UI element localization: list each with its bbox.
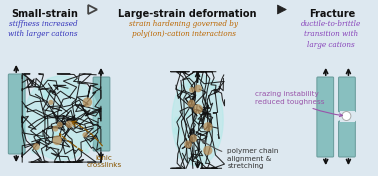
FancyBboxPatch shape	[339, 121, 355, 157]
Circle shape	[173, 127, 182, 136]
Polygon shape	[277, 5, 286, 14]
Circle shape	[203, 146, 212, 155]
Circle shape	[209, 80, 219, 90]
Circle shape	[205, 125, 214, 134]
Circle shape	[183, 110, 190, 117]
Circle shape	[41, 117, 49, 124]
FancyBboxPatch shape	[339, 77, 355, 112]
Circle shape	[194, 85, 202, 92]
Circle shape	[85, 138, 93, 147]
Circle shape	[53, 125, 59, 132]
Circle shape	[48, 100, 53, 105]
Bar	[339, 111, 355, 122]
FancyBboxPatch shape	[317, 77, 334, 157]
Circle shape	[38, 137, 43, 142]
Text: stiffness increased
with larger cations: stiffness increased with larger cations	[8, 20, 77, 38]
Circle shape	[31, 145, 40, 154]
Circle shape	[203, 122, 212, 131]
Circle shape	[53, 135, 62, 145]
Circle shape	[210, 144, 215, 149]
Circle shape	[178, 154, 183, 159]
Circle shape	[51, 131, 59, 139]
Circle shape	[82, 132, 88, 138]
Circle shape	[174, 117, 181, 123]
Circle shape	[62, 86, 71, 95]
Text: polymer chain
alignment &
stretching: polymer chain alignment & stretching	[202, 140, 279, 169]
Circle shape	[82, 97, 92, 107]
Circle shape	[342, 112, 351, 121]
Polygon shape	[24, 76, 99, 160]
Circle shape	[194, 117, 201, 124]
Circle shape	[43, 94, 48, 99]
Text: strain hardening governed by
poly(ion)-cation interactions: strain hardening governed by poly(ion)-c…	[129, 20, 238, 38]
FancyBboxPatch shape	[8, 74, 25, 154]
Circle shape	[186, 82, 192, 89]
Text: ductile-to-brittle
transition with
large cations: ductile-to-brittle transition with large…	[301, 20, 361, 49]
Text: Small-strain: Small-strain	[11, 9, 78, 19]
Circle shape	[57, 122, 63, 128]
Circle shape	[187, 100, 195, 107]
Circle shape	[66, 121, 73, 128]
Circle shape	[40, 134, 46, 140]
Circle shape	[184, 140, 192, 148]
Text: ionic
crosslinks: ionic crosslinks	[60, 134, 122, 168]
Circle shape	[193, 104, 203, 114]
Circle shape	[43, 88, 52, 98]
Circle shape	[195, 153, 203, 160]
FancyBboxPatch shape	[93, 77, 110, 151]
Circle shape	[85, 149, 90, 154]
Polygon shape	[172, 74, 223, 166]
Circle shape	[33, 143, 40, 150]
Circle shape	[189, 87, 195, 93]
Text: Fracture: Fracture	[310, 9, 356, 19]
Circle shape	[189, 134, 197, 142]
Text: Large-strain deformation: Large-strain deformation	[118, 9, 257, 19]
Text: crazing instability
reduced toughness: crazing instability reduced toughness	[255, 91, 342, 117]
